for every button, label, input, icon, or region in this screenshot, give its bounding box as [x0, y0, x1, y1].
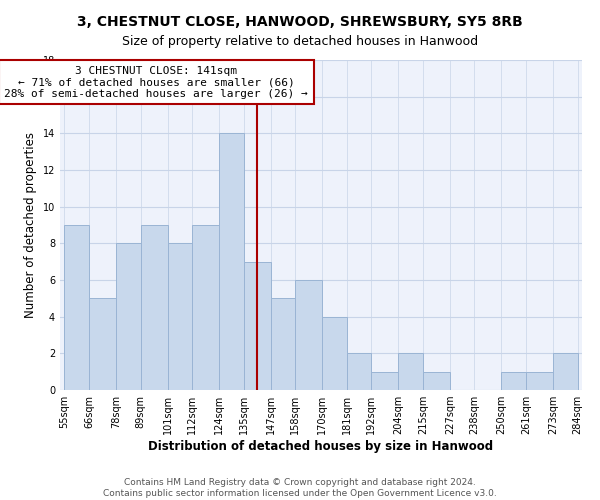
X-axis label: Distribution of detached houses by size in Hanwood: Distribution of detached houses by size …: [148, 440, 494, 453]
Text: Contains HM Land Registry data © Crown copyright and database right 2024.
Contai: Contains HM Land Registry data © Crown c…: [103, 478, 497, 498]
Bar: [192, 225, 219, 390]
Text: Size of property relative to detached houses in Hanwood: Size of property relative to detached ho…: [122, 35, 478, 48]
Bar: [140, 225, 167, 390]
Bar: [64, 225, 89, 390]
Text: 3, CHESTNUT CLOSE, HANWOOD, SHREWSBURY, SY5 8RB: 3, CHESTNUT CLOSE, HANWOOD, SHREWSBURY, …: [77, 15, 523, 29]
Bar: [423, 372, 450, 390]
Bar: [526, 372, 553, 390]
Bar: [553, 354, 578, 390]
Bar: [167, 244, 192, 390]
Bar: [89, 298, 116, 390]
Bar: [244, 262, 271, 390]
Bar: [295, 280, 322, 390]
Bar: [371, 372, 398, 390]
Bar: [271, 298, 295, 390]
Text: 3 CHESTNUT CLOSE: 141sqm
← 71% of detached houses are smaller (66)
28% of semi-d: 3 CHESTNUT CLOSE: 141sqm ← 71% of detach…: [4, 66, 308, 98]
Bar: [219, 134, 244, 390]
Y-axis label: Number of detached properties: Number of detached properties: [24, 132, 37, 318]
Bar: [502, 372, 526, 390]
Bar: [322, 316, 347, 390]
Bar: [398, 354, 423, 390]
Bar: [116, 244, 140, 390]
Bar: [347, 354, 371, 390]
